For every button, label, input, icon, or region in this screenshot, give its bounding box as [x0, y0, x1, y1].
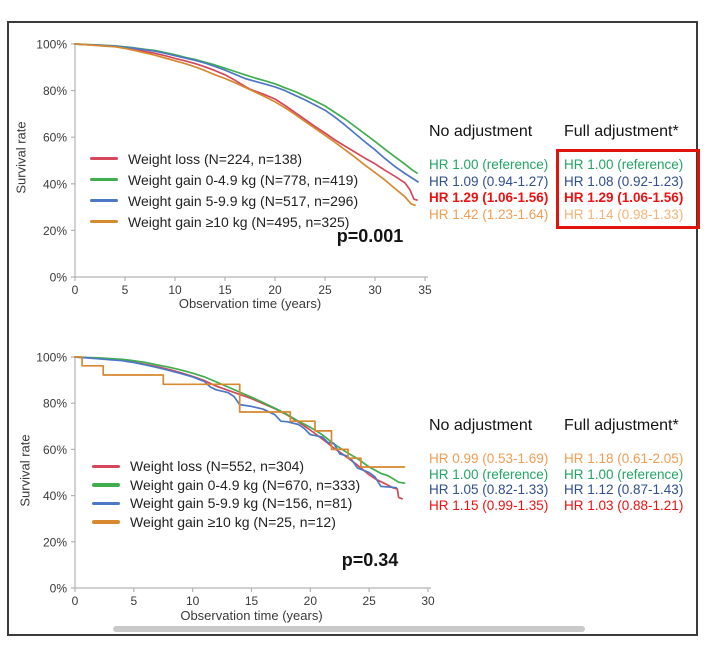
hr-column-no-adjustment: No adjustment HR 1.00 (reference) HR 1.09 … [429, 123, 574, 222]
hr-value: HR 1.00 (reference) [429, 157, 549, 172]
hr-value: HR 1.03 (0.88-1.21) [564, 497, 684, 513]
legend-item-weight-loss: Weight loss (N=552, n=304) [92, 457, 360, 476]
legend-line-swatch [92, 501, 120, 505]
hr-column-title: Full adjustment* [564, 417, 679, 434]
hr-rows: HR 1.18 (0.61-2.05) HR 1.00 (reference) HR… [564, 451, 683, 513]
legend-item-weight-loss: Weight loss (N=224, n=138) [90, 148, 358, 169]
legend-line-swatch [92, 483, 120, 487]
x-axis-label-bottom: Observation time (years) [180, 608, 323, 623]
hr-value: HR 1.14 (0.98-1.33) [564, 206, 684, 222]
hr-rows: HR 1.00 (reference) HR 1.09 (0.94-1.27) HR… [429, 157, 548, 223]
hr-value: HR 1.09 (0.94-1.27) [429, 173, 549, 189]
hr-rows: HR 1.00 (reference) HR 1.08 (0.92-1.23) HR… [564, 157, 683, 223]
hr-value: HR 1.08 (0.92-1.23) [564, 173, 684, 189]
legend-line-swatch [92, 520, 120, 524]
legend-line-swatch [92, 464, 120, 468]
hr-value: HR 1.29 (1.06-1.56) [564, 190, 684, 205]
p-value-bottom: p=0.34 [341, 550, 399, 570]
legend-bottom: Weight loss (N=552, n=304) Weight gain 0-… [92, 457, 360, 531]
legend-label: Weight gain ≥10 kg (N=25, n=12) [130, 513, 336, 530]
p-value-top: p=0.001 [336, 226, 404, 246]
legend-label: Weight loss (N=224, n=138) [128, 150, 303, 167]
hr-value: HR 1.12 (0.87-1.43) [564, 482, 684, 497]
hr-value: HR 0.99 (0.53-1.69) [429, 451, 549, 466]
legend-item-weight-gain-0-4.9: Weight gain 0-4.9 kg (N=778, n=419) [90, 169, 358, 190]
legend-line-swatch [90, 177, 118, 182]
hr-rows: HR 0.99 (0.53-1.69) HR 1.00 (reference) HR… [429, 451, 548, 513]
hr-value: HR 1.15 (0.99-1.35) [429, 497, 549, 513]
legend-item-weight-gain-0-4.9: Weight gain 0-4.9 kg (N=670, n=333) [92, 476, 360, 495]
legend-label: Weight gain 5-9.9 kg (N=156, n=81) [130, 495, 353, 512]
hr-column-title: No adjustment [429, 417, 533, 434]
hr-value: HR 1.42 (1.23-1.64) [429, 206, 549, 222]
y-axis-label-bottom: Survival rate [17, 434, 33, 507]
hr-value: HR 1.00 (reference) [429, 466, 549, 482]
hr-column-no-adjustment: No adjustment HR 0.99 (0.53-1.69) HR 1.00 … [429, 417, 574, 513]
hr-value: HR 1.05 (0.82-1.33) [429, 482, 549, 497]
legend-top: Weight loss (N=224, n=138) Weight gain 0-… [90, 148, 358, 232]
hr-column-full-adjustment: Full adjustment* HR 1.00 (reference) HR 1.… [564, 123, 709, 222]
legend-label: Weight loss (N=552, n=304) [130, 458, 305, 475]
legend-item-weight-gain-10plus: Weight gain ≥10 kg (N=25, n=12) [92, 513, 360, 532]
hr-column-title: No adjustment [429, 123, 533, 140]
legend-label: Weight gain 0-4.9 kg (N=670, n=333) [130, 476, 361, 493]
legend-line-swatch [90, 156, 118, 161]
legend-line-swatch [90, 198, 118, 203]
legend-label: Weight gain 0-4.9 kg (N=778, n=419) [128, 171, 359, 188]
hr-value: HR 1.00 (reference) [564, 466, 684, 482]
hr-value: HR 1.18 (0.61-2.05) [564, 451, 684, 466]
hr-value: HR 1.29 (1.06-1.56) [429, 190, 549, 205]
legend-item-weight-gain-5-9.9: Weight gain 5-9.9 kg (N=517, n=296) [90, 190, 358, 211]
legend-item-weight-gain-5-9.9: Weight gain 5-9.9 kg (N=156, n=81) [92, 494, 360, 513]
figure-border [7, 21, 698, 636]
horizontal-scrollbar-thumb[interactable] [113, 626, 585, 632]
highlight-box [556, 149, 700, 229]
hr-column-full-adjustment: Full adjustment* HR 1.18 (0.61-2.05) HR 1.… [564, 417, 709, 513]
y-axis-label-top: Survival rate [13, 121, 29, 194]
x-axis-label-top: Observation time (years) [178, 296, 322, 311]
legend-line-swatch [90, 219, 118, 224]
legend-label: Weight gain 5-9.9 kg (N=517, n=296) [128, 192, 359, 209]
hr-value: HR 1.00 (reference) [564, 157, 684, 172]
hr-column-title: Full adjustment* [564, 123, 679, 140]
